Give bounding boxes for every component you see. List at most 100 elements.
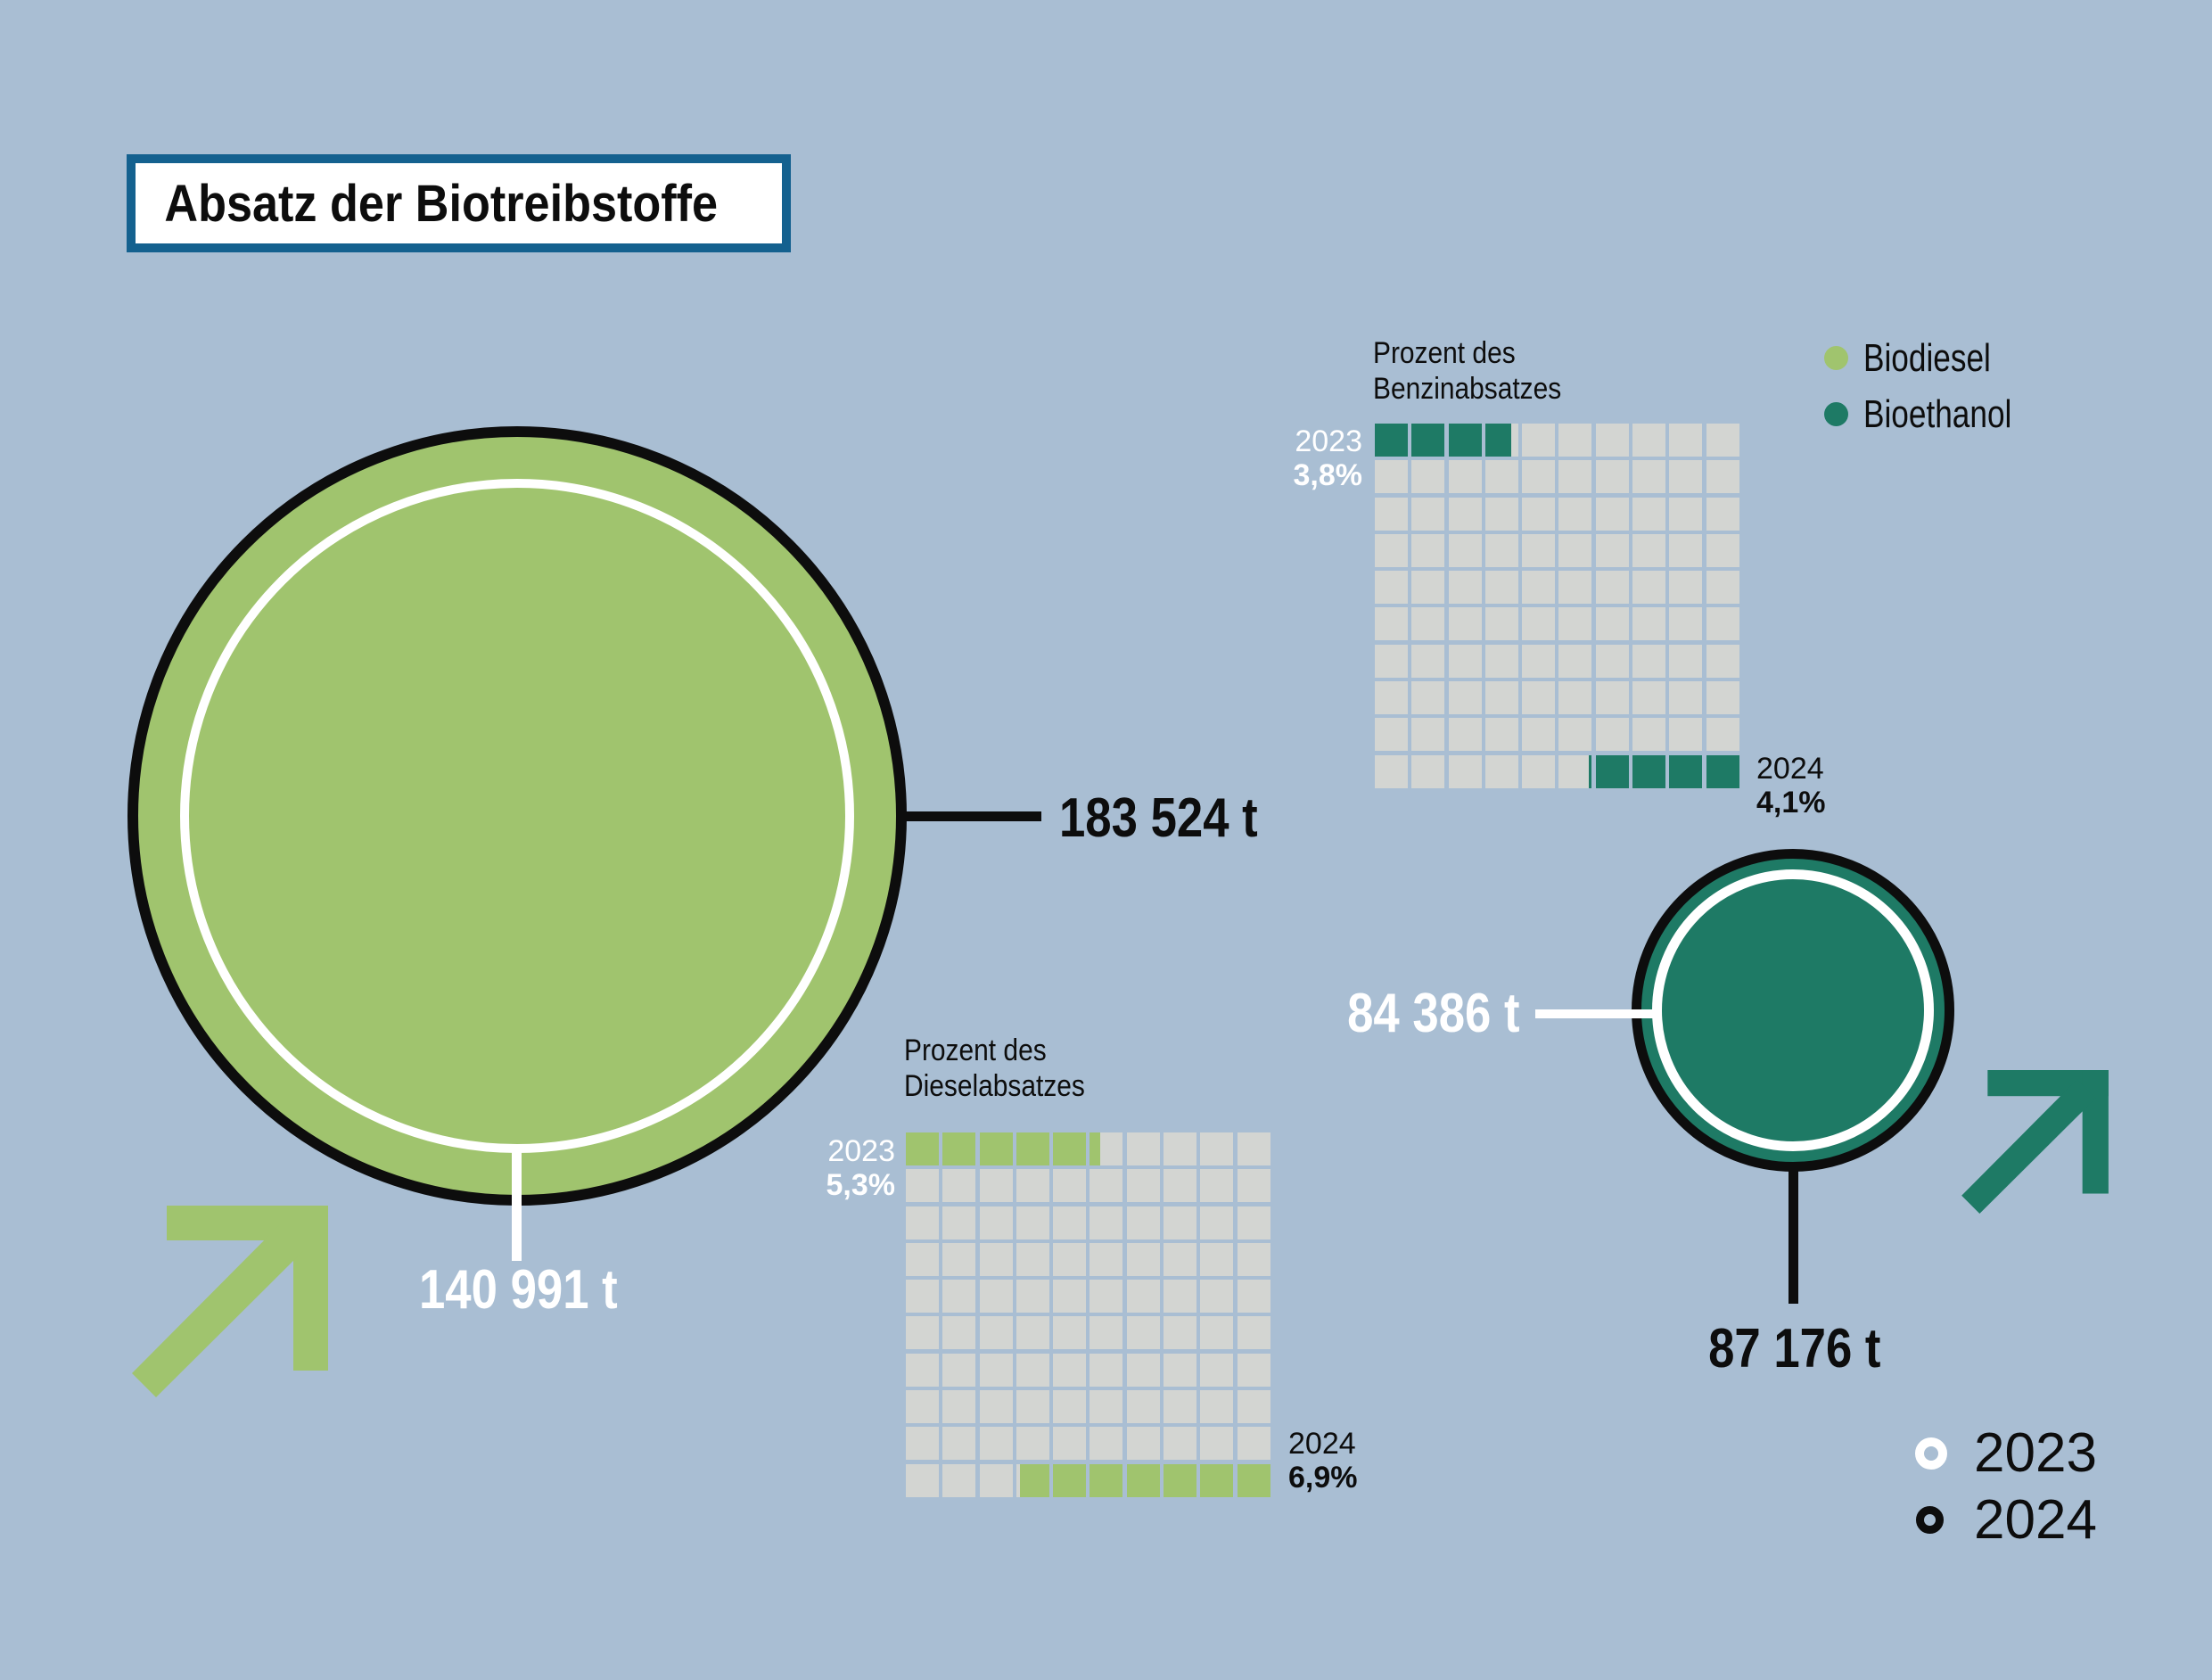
waffle-cell	[1669, 533, 1703, 567]
waffle-cell	[1595, 460, 1629, 494]
waffle-cell	[1200, 1169, 1234, 1203]
waffle-cell	[1411, 754, 1445, 788]
waffle-cell	[1237, 1132, 1270, 1165]
waffle-cell	[942, 1242, 976, 1276]
waffle-cell	[1164, 1463, 1197, 1497]
biodiesel-2023-value: 140 991 t	[419, 1259, 618, 1321]
waffle-cell	[1090, 1242, 1123, 1276]
waffle-cell	[1200, 1242, 1234, 1276]
waffle-cell	[1595, 571, 1629, 605]
year-2024-ring-icon	[1916, 1506, 1944, 1534]
waffle-cell	[1522, 607, 1556, 641]
waffle-cell	[1484, 571, 1518, 605]
waffle-cell	[1632, 424, 1666, 457]
waffle-cell	[1016, 1353, 1049, 1387]
waffle-cell-fill	[1448, 424, 1482, 457]
waffle-cell	[1126, 1316, 1160, 1350]
waffle-cell	[1164, 1169, 1197, 1203]
waffle-cell	[1126, 1280, 1160, 1314]
waffle-cell	[1632, 533, 1666, 567]
waffle-cell-fill	[1484, 424, 1512, 457]
waffle-cell	[1090, 1427, 1123, 1461]
waffle-cell	[1706, 571, 1739, 605]
waffle-cell	[1706, 424, 1739, 457]
waffle-cell	[1375, 754, 1408, 788]
waffle-cell	[942, 1169, 976, 1203]
waffle-cell	[1522, 571, 1556, 605]
waffle-cell	[1669, 497, 1703, 531]
waffle-cell	[979, 1316, 1013, 1350]
waffle-cell-fill	[979, 1132, 1013, 1165]
waffle-cell	[906, 1242, 939, 1276]
waffle-cell	[1448, 718, 1482, 752]
benzin-waffle-2024-label: 2024 4,1%	[1756, 752, 1826, 819]
waffle-cell	[1669, 460, 1703, 494]
waffle-cell	[1522, 460, 1556, 494]
waffle-cell-fill	[1237, 1463, 1270, 1497]
waffle-cell	[1448, 460, 1482, 494]
benzin-waffle-grid	[1375, 424, 1739, 788]
biodiesel-2024-value: 183 524 t	[1059, 787, 1258, 849]
waffle-cell	[1090, 1280, 1123, 1314]
waffle-cell	[1126, 1242, 1160, 1276]
bioethanol-trend-up-arrow	[1961, 1070, 2109, 1214]
waffle-cell	[1016, 1206, 1049, 1239]
waffle-cell	[1669, 681, 1703, 715]
waffle-cell	[1016, 1132, 1049, 1165]
waffle-cell	[979, 1463, 1013, 1497]
waffle-cell	[1669, 424, 1703, 457]
waffle-cell	[1126, 1206, 1160, 1239]
waffle-cell	[1237, 1427, 1270, 1461]
waffle-cell	[979, 1206, 1013, 1239]
waffle-cell	[1164, 1390, 1197, 1424]
waffle-cell	[979, 1169, 1013, 1203]
waffle-cell	[979, 1427, 1013, 1461]
waffle-cell	[942, 1132, 976, 1165]
waffle-cell-fill	[1090, 1463, 1123, 1497]
waffle-cell-fill	[1090, 1132, 1100, 1165]
waffle-cell	[1016, 1390, 1049, 1424]
waffle-cell	[1053, 1242, 1087, 1276]
waffle-cell	[1558, 754, 1592, 788]
waffle-cell	[1016, 1316, 1049, 1350]
waffle-cell	[1411, 533, 1445, 567]
waffle-cell	[1706, 533, 1739, 567]
waffle-cell	[1053, 1316, 1087, 1350]
waffle-cell	[1632, 460, 1666, 494]
waffle-cell	[1522, 754, 1556, 788]
waffle-cell	[942, 1353, 976, 1387]
waffle-cell	[1448, 571, 1482, 605]
waffle-cell	[1632, 681, 1666, 715]
waffle-cell	[1411, 718, 1445, 752]
waffle-cell-fill	[1411, 424, 1445, 457]
biodiesel-legend-label: Biodiesel	[1863, 336, 1991, 380]
waffle-cell	[1053, 1463, 1087, 1497]
waffle-cell	[1237, 1206, 1270, 1239]
biodiesel-circle-2023-ring	[180, 479, 854, 1153]
waffle-cell	[1375, 460, 1408, 494]
waffle-cell	[1706, 718, 1739, 752]
waffle-cell	[1595, 533, 1629, 567]
waffle-cell	[1016, 1169, 1049, 1203]
waffle-cell	[1016, 1280, 1049, 1314]
waffle-cell	[1706, 460, 1739, 494]
waffle-cell	[1448, 681, 1482, 715]
year-2024-legend-label: 2024	[1974, 1489, 2097, 1551]
waffle-cell	[1164, 1316, 1197, 1350]
diesel-waffle-title: Prozent des Dieselabsatzes	[904, 1034, 1085, 1103]
waffle-cell	[1558, 497, 1592, 531]
waffle-cell	[1126, 1390, 1160, 1424]
waffle-cell	[1126, 1463, 1160, 1497]
waffle-cell	[1375, 607, 1408, 641]
waffle-cell	[1126, 1169, 1160, 1203]
waffle-cell	[906, 1463, 939, 1497]
waffle-cell	[1484, 607, 1518, 641]
year-2023-legend-label: 2023	[1974, 1422, 2097, 1484]
waffle-cell-fill	[942, 1132, 976, 1165]
waffle-cell-fill	[1164, 1463, 1197, 1497]
waffle-cell	[1558, 460, 1592, 494]
waffle-cell	[1669, 754, 1703, 788]
waffle-cell	[979, 1280, 1013, 1314]
waffle-cell	[1090, 1169, 1123, 1203]
waffle-cell	[906, 1316, 939, 1350]
